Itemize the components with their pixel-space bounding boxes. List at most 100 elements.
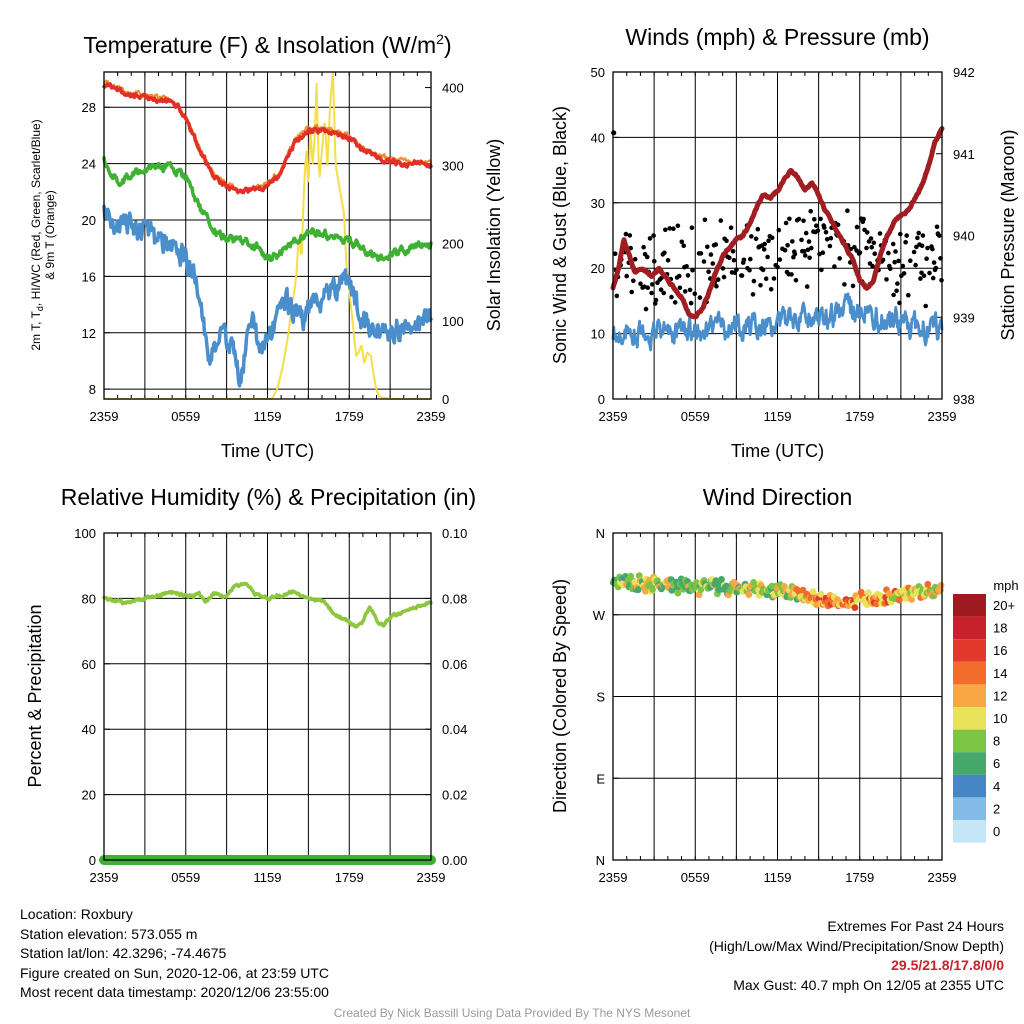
gust-point <box>710 261 716 266</box>
y2-tick-label: 0 <box>442 392 449 407</box>
gust-point <box>827 243 833 249</box>
x-tick-label: 1159 <box>254 870 282 885</box>
y-tick-label: S <box>596 690 605 705</box>
gust-point <box>812 217 817 222</box>
gust-point <box>643 306 649 312</box>
direction-point <box>865 589 872 597</box>
gust-point <box>906 292 911 298</box>
y-tick-label: 30 <box>591 196 605 211</box>
gust-point <box>682 289 688 294</box>
gust-point <box>718 218 724 223</box>
gust-point <box>845 208 850 213</box>
y-tick-label: N <box>596 526 605 541</box>
direction-point <box>668 586 676 594</box>
gust-point <box>747 267 752 273</box>
gust-point <box>687 287 693 293</box>
gust-point <box>789 272 794 277</box>
gust-point <box>898 231 903 237</box>
y2-axis-label: Solar Insolation (Yellow) <box>484 139 504 331</box>
colorbar-swatch <box>953 661 986 685</box>
gust-point <box>765 254 770 260</box>
gust-point <box>782 247 788 253</box>
gust-point <box>702 217 708 223</box>
gust-point <box>684 264 689 269</box>
y2-tick-label: 941 <box>953 147 975 162</box>
gust-point <box>815 228 821 233</box>
x-tick-label: 2359 <box>928 409 957 424</box>
gust-point <box>681 243 686 249</box>
direction-point <box>817 590 825 598</box>
gust-point <box>937 233 942 238</box>
y-tick-label: W <box>593 608 606 623</box>
y-tick-label: 24 <box>82 157 96 172</box>
x-tick-label: 0559 <box>171 409 200 424</box>
y-axis-label: Direction (Colored By Speed) <box>550 579 570 813</box>
y2-tick-label: 100 <box>442 314 464 329</box>
y2-tick-label: 940 <box>953 229 975 244</box>
gust-point <box>777 257 783 262</box>
colorbar-label: 20+ <box>993 598 1015 613</box>
direction-point <box>924 580 932 588</box>
gust-point <box>802 249 807 254</box>
series-line-2m-td <box>102 156 433 263</box>
x-tick-label: 0559 <box>681 409 710 424</box>
colorbar-swatch <box>953 639 986 662</box>
gust-point <box>820 250 826 255</box>
plot-frame <box>612 71 943 400</box>
gust-point <box>768 287 774 292</box>
gust-point <box>804 284 810 289</box>
colorbar-label: 0 <box>993 824 1000 839</box>
y-tick-label: 50 <box>591 65 605 80</box>
direction-point <box>712 577 720 584</box>
station-info: Location: Roxbury Station elevation: 573… <box>20 905 329 1003</box>
gust-point <box>896 258 901 264</box>
gust-point <box>685 273 691 278</box>
series-line-station-pressure <box>610 126 945 320</box>
gust-point <box>755 226 761 232</box>
gust-point <box>803 230 809 236</box>
gust-point <box>871 240 877 246</box>
plot-humidity: 2359 0559 1159 1759 2359 0 20 40 60 80 100 0.00 0.02… <box>25 484 476 885</box>
gust-point <box>728 225 734 230</box>
chart-title: Wind Direction <box>703 484 853 510</box>
gust-point <box>662 250 667 256</box>
gust-point <box>802 253 808 258</box>
gust-point <box>890 241 896 247</box>
direction-point <box>642 587 649 595</box>
series-line-sonic-wind <box>611 292 944 352</box>
gust-point <box>911 249 917 255</box>
gust-point <box>701 259 707 264</box>
plot-temperature: 2359 0559 1159 1759 2359 8 12 16 20 24 28 0 100 200 30… <box>29 31 504 461</box>
gust-point <box>771 276 777 281</box>
direction-point <box>745 591 753 598</box>
plot-frame <box>103 71 432 400</box>
x-tick-label: 2359 <box>417 409 446 424</box>
gust-point <box>930 246 935 252</box>
y-tick-label: 12 <box>82 326 96 341</box>
gust-point <box>714 284 719 289</box>
gust-point <box>872 251 877 256</box>
gust-point <box>762 241 767 247</box>
gust-point <box>776 227 782 233</box>
gust-point <box>870 263 875 269</box>
gust-point <box>850 283 856 289</box>
gust-point <box>671 226 676 231</box>
gust-point <box>705 244 710 250</box>
y2-tick-label: 0.00 <box>442 853 467 868</box>
series-line-2m-t <box>102 82 433 195</box>
gust-point <box>708 252 714 257</box>
gust-point <box>785 243 790 248</box>
gust-point <box>787 216 792 222</box>
gust-point <box>884 277 889 282</box>
gust-point <box>727 255 732 261</box>
direction-point <box>649 586 656 593</box>
colorbar-label: 2 <box>993 801 1000 816</box>
gust-point <box>715 277 721 282</box>
gust-point <box>814 223 819 228</box>
gust-point <box>806 239 812 244</box>
extremes-subtitle: (High/Low/Max Wind/Precipitation/Snow De… <box>709 937 1004 954</box>
gust-point <box>676 273 682 279</box>
y-tick-label: 20 <box>591 261 605 276</box>
gust-point <box>903 240 908 245</box>
colorbar-swatch <box>953 729 986 753</box>
